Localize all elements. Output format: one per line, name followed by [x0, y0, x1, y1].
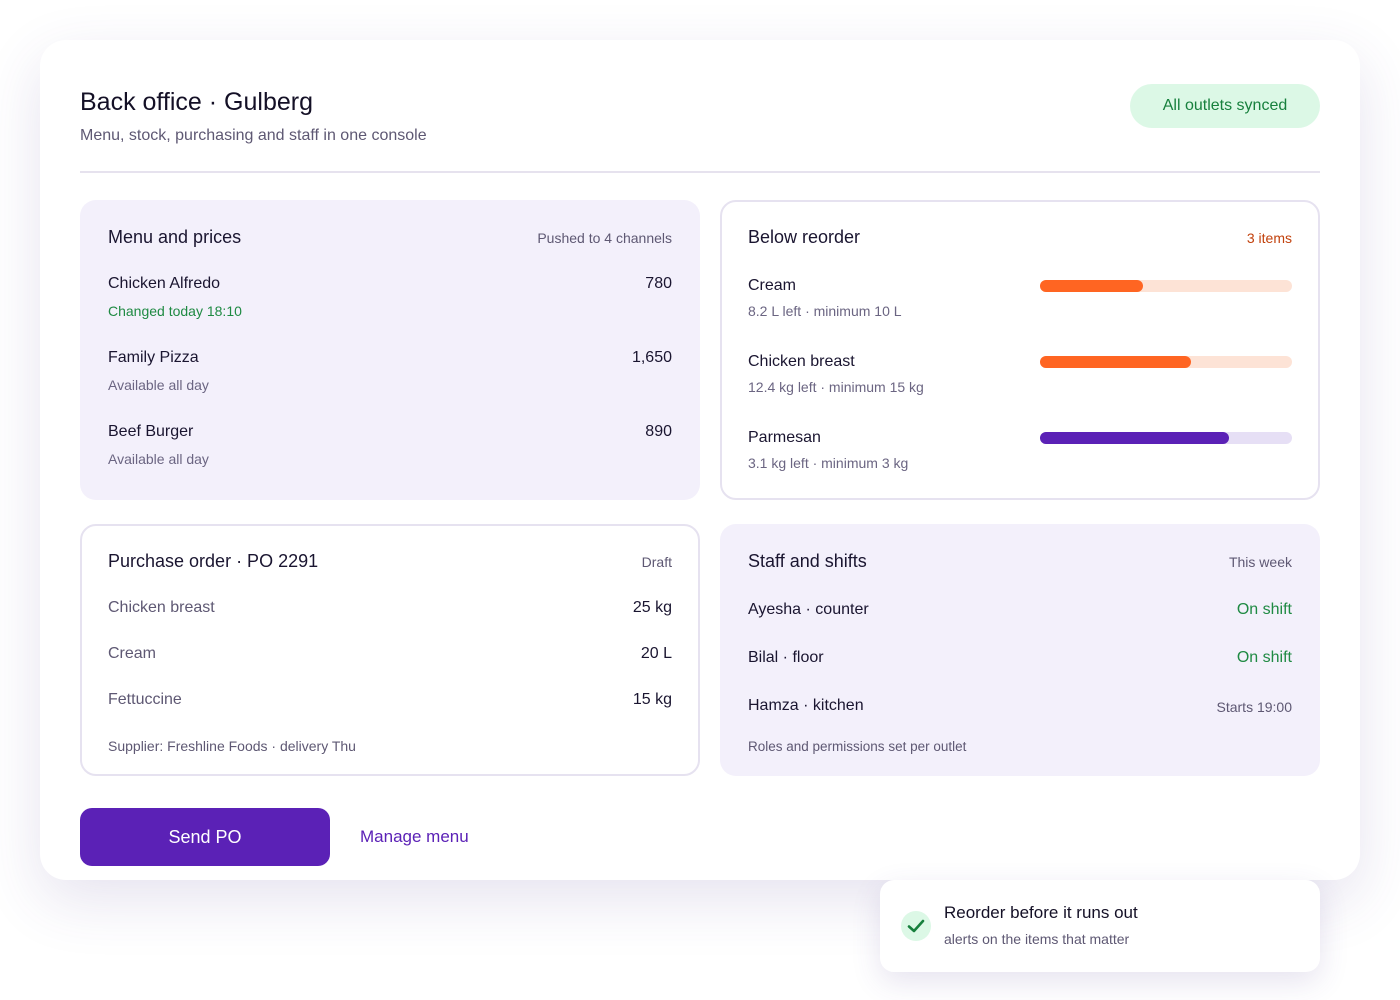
- item-price: 780: [645, 275, 672, 292]
- stock-track: [1040, 280, 1292, 292]
- item-detail: 12.4 kg left · minimum 15 kg: [748, 379, 924, 395]
- staff-status: On shift: [1236, 601, 1292, 618]
- staff-status: On shift: [1236, 649, 1292, 666]
- item-name: Family Pizza: [108, 349, 199, 366]
- staff-status: Starts 19:00: [1216, 699, 1293, 715]
- status-badge: All outlets synced: [1130, 84, 1320, 128]
- po-status: Draft: [641, 554, 672, 570]
- page-subtitle: Menu, stock, purchasing and staff in one…: [80, 127, 427, 144]
- item-note: Available all day: [108, 451, 209, 467]
- item-count: 3 items: [1246, 230, 1292, 246]
- panel-meta: Pushed to 4 channels: [537, 230, 672, 246]
- reorder-panel: [720, 200, 1320, 500]
- staff-name: Hamza · kitchen: [748, 697, 864, 714]
- stock-fill: [1040, 356, 1192, 368]
- page-title: Back office · Gulberg: [80, 88, 313, 116]
- toast-subtitle: alerts on the items that matter: [944, 931, 1130, 947]
- line-item: Fettuccine: [108, 691, 182, 708]
- po-footer: Supplier: Freshline Foods · delivery Thu: [108, 738, 356, 754]
- manage-menu-link[interactable]: Manage menu: [360, 827, 469, 846]
- check-icon: [901, 911, 931, 941]
- item-name: Cream: [748, 277, 797, 294]
- item-detail: 8.2 L left · minimum 10 L: [748, 303, 902, 319]
- staff-footer: Roles and permissions set per outlet: [748, 739, 967, 754]
- period: This week: [1228, 554, 1292, 570]
- line-qty: 25 kg: [632, 599, 672, 616]
- item-name: Chicken Alfredo: [108, 275, 221, 292]
- po-panel: [80, 524, 700, 776]
- line-item: Chicken breast: [108, 599, 215, 616]
- line-qty: 20 L: [640, 645, 672, 662]
- stock-track: [1040, 356, 1292, 368]
- item-name: Beef Burger: [108, 423, 194, 440]
- panel-title: Staff and shifts: [748, 551, 867, 571]
- staff-name: Bilal · floor: [748, 649, 824, 666]
- divider: [80, 171, 1320, 173]
- staff-panel: [720, 524, 1320, 776]
- stock-track: [1040, 432, 1292, 444]
- item-price: 1,650: [631, 349, 672, 366]
- send-po-button[interactable]: Send PO: [80, 808, 330, 866]
- item-price: 890: [645, 423, 672, 440]
- item-detail: 3.1 kg left · minimum 3 kg: [748, 455, 909, 471]
- stock-fill: [1040, 280, 1144, 292]
- item-name: Parmesan: [748, 429, 821, 446]
- staff-name: Ayesha · counter: [748, 601, 869, 618]
- toast-title: Reorder before it runs out: [944, 903, 1138, 922]
- item-note: Available all day: [108, 377, 209, 393]
- item-note: Changed today 18:10: [108, 303, 242, 319]
- stock-fill: [1040, 432, 1229, 444]
- panel-title: Menu and prices: [108, 227, 242, 247]
- line-item: Cream: [108, 645, 157, 662]
- panel-title: Purchase order · PO 2291: [108, 551, 319, 571]
- item-name: Chicken breast: [748, 353, 855, 370]
- line-qty: 15 kg: [632, 691, 672, 708]
- toast: Reorder before it runs out alerts on the…: [880, 880, 1320, 972]
- menu-panel: [80, 200, 700, 500]
- panel-title: Below reorder: [748, 227, 861, 247]
